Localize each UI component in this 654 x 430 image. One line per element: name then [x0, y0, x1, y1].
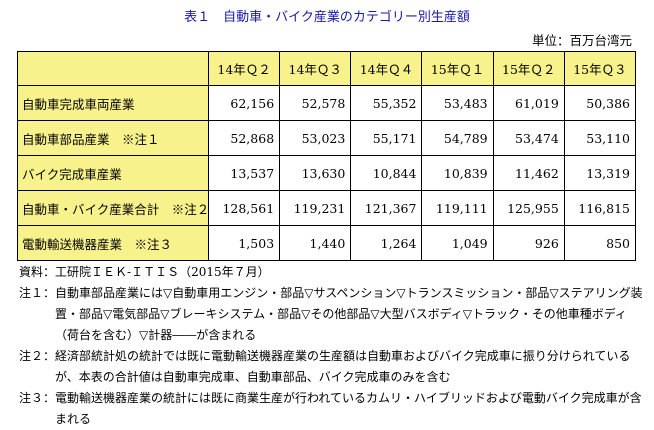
header-row: 14年Ｑ２ 14年Ｑ３ 14年Ｑ４ 15年Ｑ１ 15年Ｑ２ 15年Ｑ３: [17, 51, 637, 86]
production-table: 14年Ｑ２ 14年Ｑ３ 14年Ｑ４ 15年Ｑ１ 15年Ｑ２ 15年Ｑ３ 自動車完…: [17, 51, 637, 261]
column-header: 15年Ｑ３: [563, 51, 637, 86]
column-header: 14年Ｑ４: [350, 51, 423, 86]
column-header: 15年Ｑ２: [492, 51, 565, 86]
table-cell: 13,630: [279, 155, 352, 191]
note-text: 電動輸送機器産業の統計には既に商業生産が行われているカムリ・ハイブリッドおよび電…: [55, 391, 642, 426]
table-cell: 52,868: [207, 120, 281, 156]
table-cell: 128,561: [207, 190, 281, 226]
unit-label: 単位：百万台湾元: [531, 33, 632, 48]
note-text: 工研院ＩＥＫ-ＩＴＩＳ（2015年７月）: [55, 265, 270, 279]
table-cell: 53,023: [279, 120, 352, 156]
table-cell: 850: [563, 225, 637, 261]
table-cell: 1,503: [207, 225, 281, 261]
table-cell: 54,789: [421, 120, 494, 156]
table-row: 自動車部品産業 ※注１ 52,868 53,023 55,171 54,789 …: [17, 120, 637, 156]
footnote-2: 注２： 経済部統計処の統計では既に電動輸送機器産業の生産額は自動車およびバイク完…: [19, 346, 644, 388]
table-cell: 119,231: [279, 190, 352, 226]
note-label: 注２：: [19, 349, 56, 363]
footnote-3: 注３： 電動輸送機器産業の統計には既に商業生産が行われているカムリ・ハイブリッド…: [19, 388, 644, 430]
table-cell: 926: [492, 225, 565, 261]
row-label: 自動車部品産業 ※注１: [17, 120, 209, 156]
table-cell: 10,844: [350, 155, 423, 191]
column-header: 14年Ｑ３: [279, 51, 352, 86]
table-cell: 1,264: [350, 225, 423, 261]
table-cell: 11,462: [492, 155, 565, 191]
table-cell: 55,352: [350, 85, 423, 121]
column-header: 15年Ｑ１: [421, 51, 494, 86]
notes-section: 資料： 工研院ＩＥＫ-ＩＴＩＳ（2015年７月） 注１： 自動車部品産業には▽自…: [19, 262, 644, 430]
table-cell: 13,319: [563, 155, 637, 191]
table-title: 表１ 自動車・バイク産業のカテゴリー別生産額: [184, 10, 470, 25]
table-cell: 61,019: [492, 85, 565, 121]
table-row: 電動輸送機器産業 ※注３ 1,503 1,440 1,264 1,049 926…: [17, 225, 637, 261]
table-row: バイク完成車産業 13,537 13,630 10,844 10,839 11,…: [17, 155, 637, 191]
corner-cell: [17, 51, 209, 86]
note-label: 注１：: [19, 286, 56, 300]
row-label: 自動車・バイク産業合計 ※注２: [17, 190, 209, 226]
row-label: バイク完成車産業: [17, 155, 209, 191]
footnote-1: 注１： 自動車部品産業には▽自動車用エンジン・部品▽サスペンション▽トランスミッ…: [19, 283, 644, 346]
table-cell: 52,578: [279, 85, 352, 121]
table-cell: 55,171: [350, 120, 423, 156]
note-text: 経済部統計処の統計では既に電動輸送機器産業の生産額は自動車およびバイク完成車に振…: [55, 349, 631, 384]
table-cell: 53,474: [492, 120, 565, 156]
table-cell: 119,111: [421, 190, 494, 226]
row-label: 電動輸送機器産業 ※注３: [17, 225, 209, 261]
table-cell: 10,839: [421, 155, 494, 191]
table-cell: 1,440: [279, 225, 352, 261]
table-cell: 121,367: [350, 190, 423, 226]
table-cell: 1,049: [421, 225, 494, 261]
table-cell: 62,156: [207, 85, 281, 121]
table-cell: 50,386: [563, 85, 637, 121]
note-text: 自動車部品産業には▽自動車用エンジン・部品▽サスペンション▽トランスミッション・…: [55, 286, 643, 342]
table-cell: 53,110: [563, 120, 637, 156]
row-label: 自動車完成車両産業: [17, 85, 209, 121]
table-cell: 53,483: [421, 85, 494, 121]
table-cell: 116,815: [563, 190, 637, 226]
source-note: 資料： 工研院ＩＥＫ-ＩＴＩＳ（2015年７月）: [19, 262, 644, 283]
table-row: 自動車・バイク産業合計 ※注２ 128,561 119,231 121,367 …: [17, 190, 637, 226]
column-header: 14年Ｑ２: [207, 51, 281, 86]
table-row: 自動車完成車両産業 62,156 52,578 55,352 53,483 61…: [17, 85, 637, 121]
table-cell: 13,537: [207, 155, 281, 191]
table-cell: 125,955: [492, 190, 565, 226]
note-label: 注３：: [19, 391, 56, 405]
note-label: 資料：: [19, 265, 56, 279]
